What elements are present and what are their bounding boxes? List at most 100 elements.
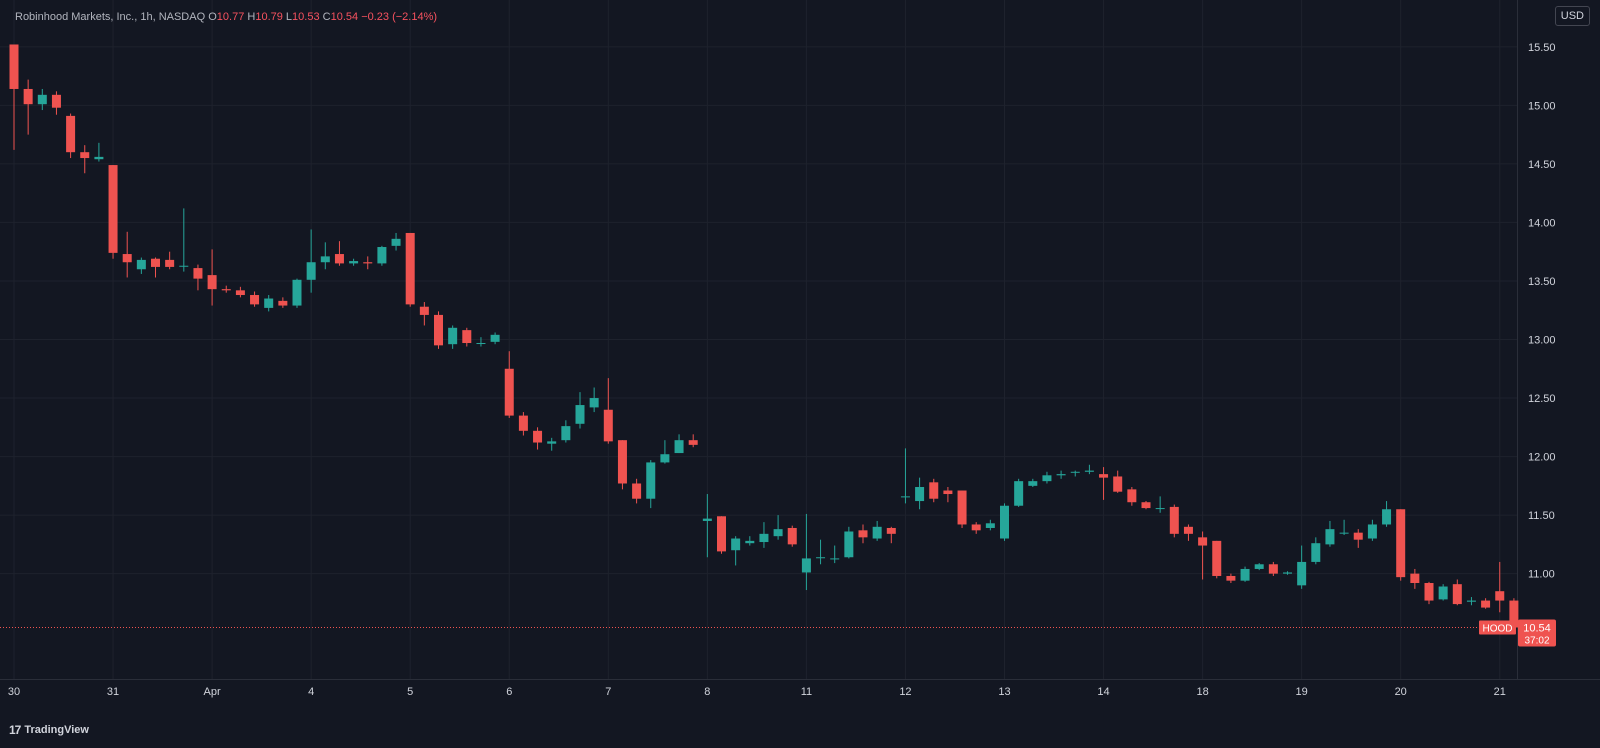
candle-body: [787, 527, 797, 545]
candle-body: [1283, 572, 1292, 574]
candle-up: [490, 332, 500, 345]
candle-down: [1495, 561, 1505, 613]
candle-body: [1481, 600, 1491, 608]
time-tick-label: 4: [308, 686, 314, 698]
close-label: C: [322, 11, 331, 23]
candle-body: [1353, 532, 1363, 540]
price-tick-label: 11.00: [1528, 569, 1555, 581]
candle-up: [1339, 519, 1349, 536]
candle-body: [1325, 529, 1335, 545]
candle-body: [702, 518, 712, 521]
price-tick-label: 13.50: [1528, 276, 1556, 288]
candle-body: [646, 462, 656, 499]
candle-down: [1268, 561, 1278, 576]
currency-button[interactable]: USD: [1554, 6, 1590, 26]
candle-down: [193, 264, 203, 291]
candle-body: [1127, 489, 1137, 503]
candle-up: [448, 325, 458, 349]
time-tick-label: 14: [1097, 686, 1109, 698]
candle-up: [264, 295, 274, 312]
candle-down: [1353, 529, 1363, 548]
candle-body: [688, 440, 698, 445]
candle-body: [1495, 591, 1505, 601]
candle-down: [971, 522, 981, 534]
candle-down: [1410, 568, 1420, 589]
candle-down: [9, 44, 19, 150]
candle-body: [561, 426, 571, 441]
candle-body: [872, 526, 882, 539]
candle-down: [617, 440, 627, 490]
candle-down: [235, 286, 245, 298]
candle-body: [900, 496, 910, 498]
candle-up: [476, 337, 486, 347]
candle-body: [1212, 540, 1222, 576]
candle-body: [1268, 564, 1278, 574]
candle-body: [1141, 502, 1151, 509]
candle-up: [589, 387, 599, 413]
candle-body: [575, 405, 585, 424]
time-tick-label: 20: [1395, 686, 1407, 698]
candle-down: [1099, 467, 1109, 500]
price-tick-label: 15.00: [1528, 100, 1556, 112]
candlestick-chart[interactable]: 15.50 15.00 14.50 14.00 13.50 13.00 12.50 12.00…: [0, 0, 1600, 712]
brand-name: TradingView: [24, 724, 89, 736]
candle-body: [151, 258, 160, 267]
time-tick-label: 21: [1494, 686, 1506, 698]
time-tick-label: 6: [506, 686, 512, 698]
candle-body: [1198, 537, 1208, 546]
candle-body: [419, 306, 429, 315]
candle-body: [1509, 600, 1519, 628]
candle-down: [858, 524, 868, 544]
candle-down: [1127, 487, 1137, 506]
close-value: 10.54: [330, 11, 359, 23]
candle-body: [985, 523, 995, 528]
candle-body: [589, 398, 599, 408]
candle-down: [23, 79, 33, 135]
candle-body: [674, 440, 684, 454]
candle-body: [816, 557, 826, 559]
tradingview-logo-icon: 17: [9, 723, 21, 737]
candle-body: [1014, 481, 1024, 506]
high-value: 10.79: [255, 11, 283, 23]
candle-body: [207, 275, 217, 290]
candle-up: [759, 522, 769, 548]
candle-body: [377, 247, 387, 264]
candle-down: [688, 434, 698, 448]
candle-body: [1099, 474, 1109, 478]
candle-up: [320, 242, 330, 270]
time-axis: 30 31 Apr 4 5 6 7 8 11 12 13 14 18 19 20 21: [8, 686, 1506, 698]
candle-up: [773, 515, 783, 540]
candle-down: [207, 249, 217, 306]
countdown-label: 37:02: [1524, 635, 1549, 646]
candle-down: [787, 525, 797, 547]
candle-body: [476, 343, 486, 345]
tradingview-brand[interactable]: 17 TradingView: [9, 712, 89, 748]
candle-up: [1028, 478, 1038, 488]
candle-down: [957, 490, 967, 528]
candle-down: [1481, 598, 1491, 609]
candle-up: [1297, 545, 1307, 589]
candle-down: [1212, 540, 1222, 579]
candle-down: [1226, 573, 1236, 584]
candle-up: [561, 420, 571, 443]
candle-body: [23, 88, 33, 105]
candle-body: [632, 483, 642, 499]
candle-up: [830, 545, 840, 564]
candle-up: [1240, 566, 1250, 582]
high-label: H: [247, 11, 256, 23]
candle-body: [971, 524, 981, 531]
candle-body: [165, 259, 175, 267]
candle-down: [1113, 470, 1123, 493]
symbol-tag: HOOD: [1483, 623, 1513, 634]
candle-body: [179, 265, 189, 267]
candle-up: [900, 448, 910, 504]
candle-body: [334, 254, 344, 264]
time-tick-label: 7: [605, 686, 611, 698]
candle-body: [235, 290, 245, 296]
candle-down: [363, 256, 373, 270]
candle-body: [490, 334, 500, 342]
candle-body: [943, 490, 953, 495]
candle-down: [886, 526, 896, 544]
time-tick-label: Apr: [204, 686, 221, 698]
candle-down: [518, 412, 528, 436]
